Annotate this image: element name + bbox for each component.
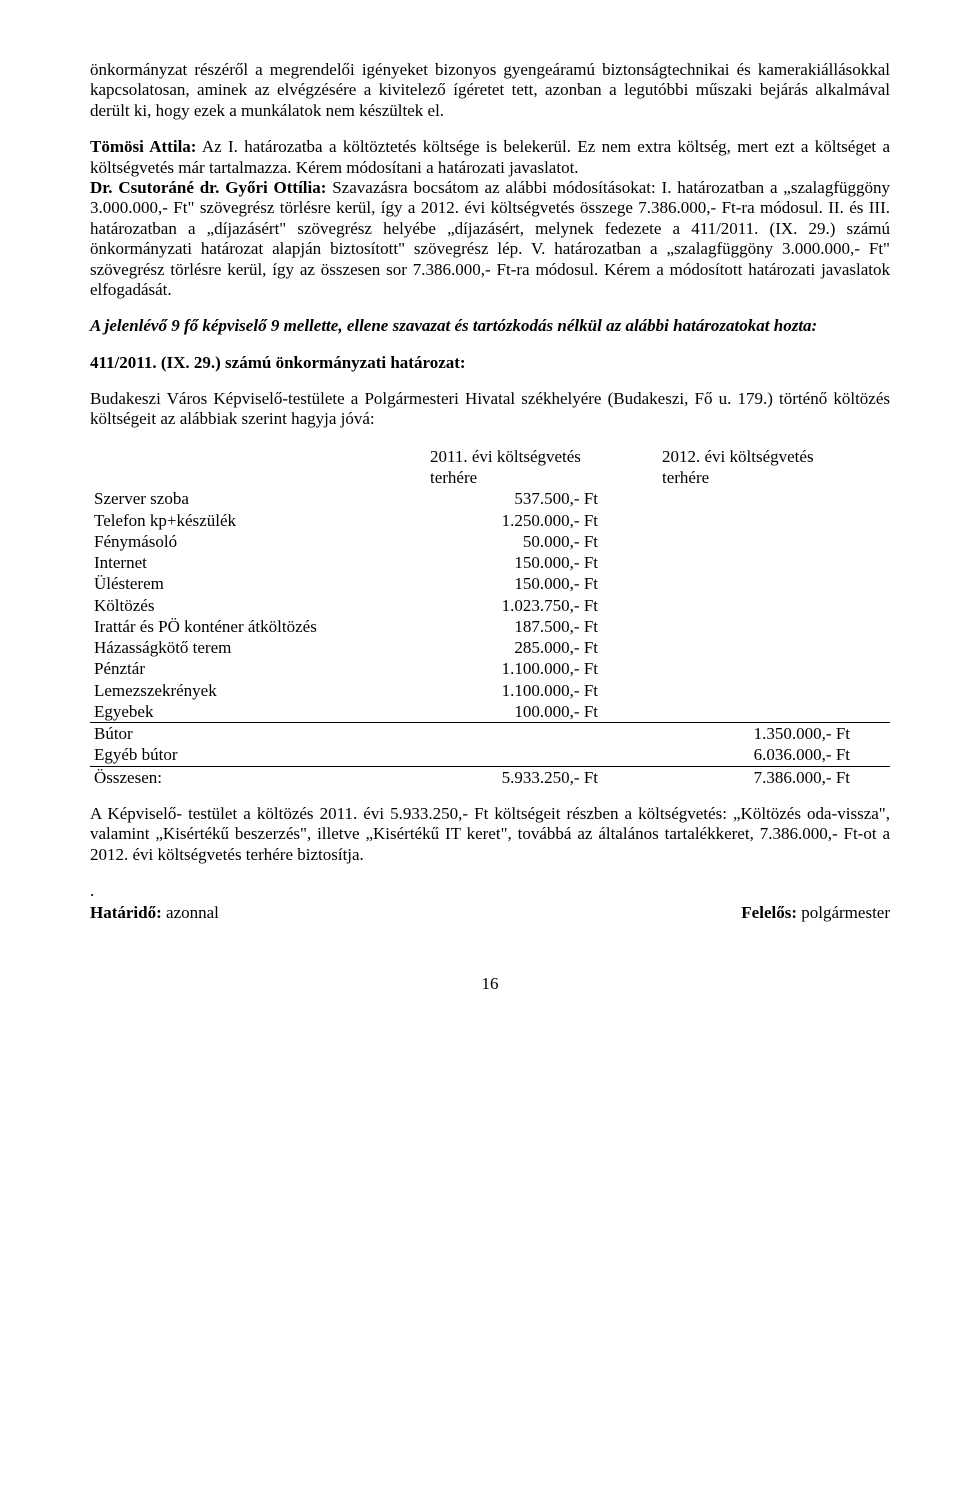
responsible-label: Felelős: — [741, 903, 797, 922]
csutorane-name: Dr. Csutoráné dr. Győri Ottília: — [90, 178, 326, 197]
table-row: Internet150.000,- Ft — [90, 552, 890, 573]
table-row: Bútor1.350.000,- Ft — [90, 723, 890, 745]
deadline-label: Határidő: — [90, 903, 162, 922]
table-row: Költözés1.023.750,- Ft — [90, 595, 890, 616]
table-row: Irattár és PÖ konténer átköltözés187.500… — [90, 616, 890, 637]
table-row: Telefon kp+készülék1.250.000,- Ft — [90, 510, 890, 531]
table-row: Ülésterem150.000,- Ft — [90, 573, 890, 594]
table-row: Fénymásoló50.000,- Ft — [90, 531, 890, 552]
vote-result: A jelenlévő 9 fő képviselő 9 mellette, e… — [90, 316, 890, 336]
responsible: Felelős: polgármester — [741, 903, 890, 923]
table-row: Szerver szoba537.500,- Ft — [90, 488, 890, 509]
tomosi-name: Tömösi Attila: — [90, 137, 196, 156]
cost-table: 2011. évi költségvetés terhére 2012. évi… — [90, 446, 890, 788]
tomosi-text: Az I. határozatba a költöztetés költsége… — [90, 137, 890, 176]
table-total-row: Összesen:5.933.250,- Ft7.386.000,- Ft — [90, 766, 890, 788]
intro-text: önkormányzat részéről a megrendelői igén… — [90, 60, 890, 120]
deadline-value: azonnal — [162, 903, 219, 922]
table-row: Egyebek100.000,- Ft — [90, 701, 890, 723]
table-row: Egyéb bútor6.036.000,- Ft — [90, 744, 890, 766]
intro-paragraph: önkormányzat részéről a megrendelői igén… — [90, 60, 890, 121]
table-row: Pénztár1.100.000,- Ft — [90, 658, 890, 679]
page-number: 16 — [90, 974, 890, 994]
speakers-paragraph: Tömösi Attila: Az I. határozatba a költö… — [90, 137, 890, 300]
table-row: Lemezszekrények1.100.000,- Ft — [90, 680, 890, 701]
table-header-col2: 2012. évi költségvetés terhére — [658, 446, 890, 489]
closing-paragraph: A Képviselő- testület a költözés 2011. é… — [90, 804, 890, 865]
table-header-col1: 2011. évi költségvetés terhére — [426, 446, 658, 489]
table-header-row: 2011. évi költségvetés terhére 2012. évi… — [90, 446, 890, 489]
resolution-heading: 411/2011. (IX. 29.) számú önkormányzati … — [90, 353, 890, 373]
responsible-value: polgármester — [797, 903, 890, 922]
resolution-body: Budakeszi Város Képviselő-testülete a Po… — [90, 389, 890, 430]
dot-line: . — [90, 881, 890, 901]
table-row: Házasságkötő terem285.000,- Ft — [90, 637, 890, 658]
footer-row: Határidő: azonnal Felelős: polgármester — [90, 903, 890, 923]
deadline: Határidő: azonnal — [90, 903, 219, 923]
